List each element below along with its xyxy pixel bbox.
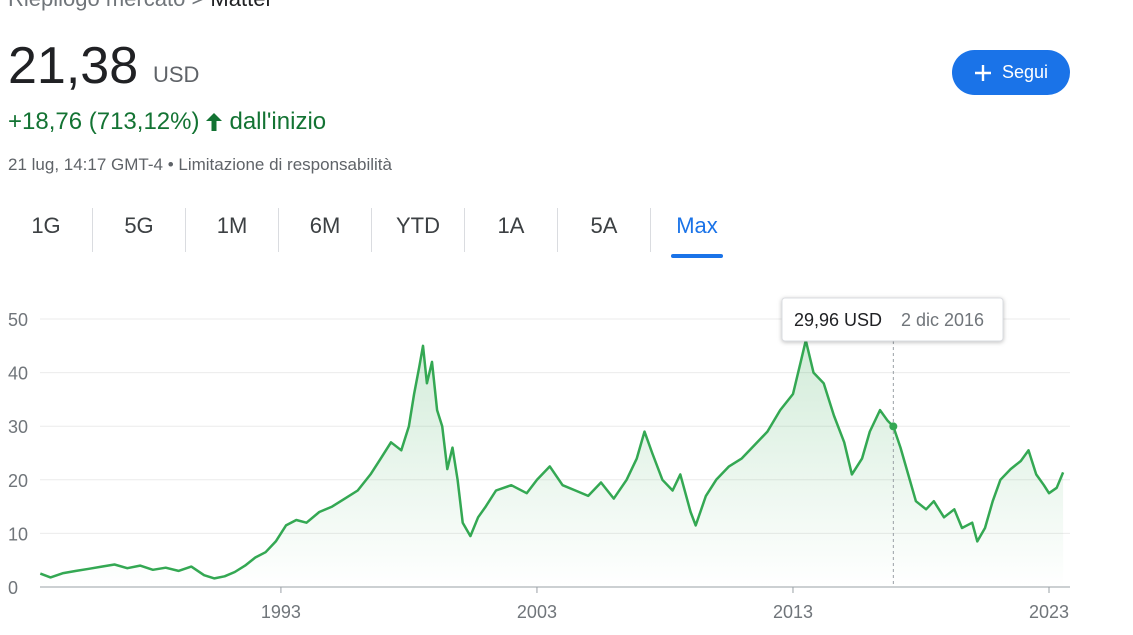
x-tick-label: 2023 [1029,602,1069,622]
range-tab[interactable]: Max [650,208,743,258]
range-tab[interactable]: 1A [464,208,557,252]
change: +18,76 (713,12%) [8,108,200,135]
hover-dot [889,422,898,431]
breadcrumb-separator: > [191,0,204,11]
y-tick-label: 0 [8,578,18,598]
change-row: +18,76 (713,12%) dall'inizio [8,108,326,136]
y-tick-label: 10 [8,524,28,544]
area [40,340,1064,587]
x-tick-label: 1993 [261,602,301,622]
tooltip-box [781,297,1004,342]
tooltip: 29,96 USD 2 dic 2016 [781,297,1004,342]
disclaimer-link[interactable]: Limitazione di responsabilità [178,155,392,174]
range-tab[interactable]: 5G [92,208,185,252]
range-tab[interactable]: 1G [31,213,61,238]
breadcrumb-current: Mattel [210,0,270,11]
timestamp: 21 lug, 14:17 GMT-4 • [8,155,174,174]
timestamp-row: 21 lug, 14:17 GMT-4 • Limitazione di res… [8,155,392,175]
range-tab[interactable]: 5A [557,208,650,252]
breadcrumb: Riepilogo mercato > Mattel [8,0,270,12]
y-tick-label: 40 [8,364,28,384]
y-tick-label: 20 [8,471,28,491]
breadcrumb-link[interactable]: Riepilogo mercato [8,0,185,11]
y-tick-label: 30 [8,417,28,437]
range-tab[interactable]: 6M [278,208,371,252]
tooltip-date: 2 dic 2016 [901,310,984,330]
up-arrow-icon [206,113,223,131]
range-tab[interactable]: 1M [185,208,278,252]
x-tick-label: 2013 [773,602,813,622]
tooltip-value: 29,96 USD [794,310,882,330]
period: dall'inizio [229,108,327,135]
currency: USD [153,62,200,87]
price: 21,38 [8,37,139,95]
follow-label: Segui [1001,62,1049,82]
range-tab[interactable]: YTD [371,208,464,252]
range-tabs: 1G 5G 1M 6M YTD 1A 5A Max [0,208,743,258]
x-tick-label: 2003 [517,602,557,622]
follow-button[interactable]: Segui [952,50,1070,95]
price-line [39,339,1065,580]
y-tick-label: 50 [8,310,28,330]
plus-icon [974,64,991,81]
